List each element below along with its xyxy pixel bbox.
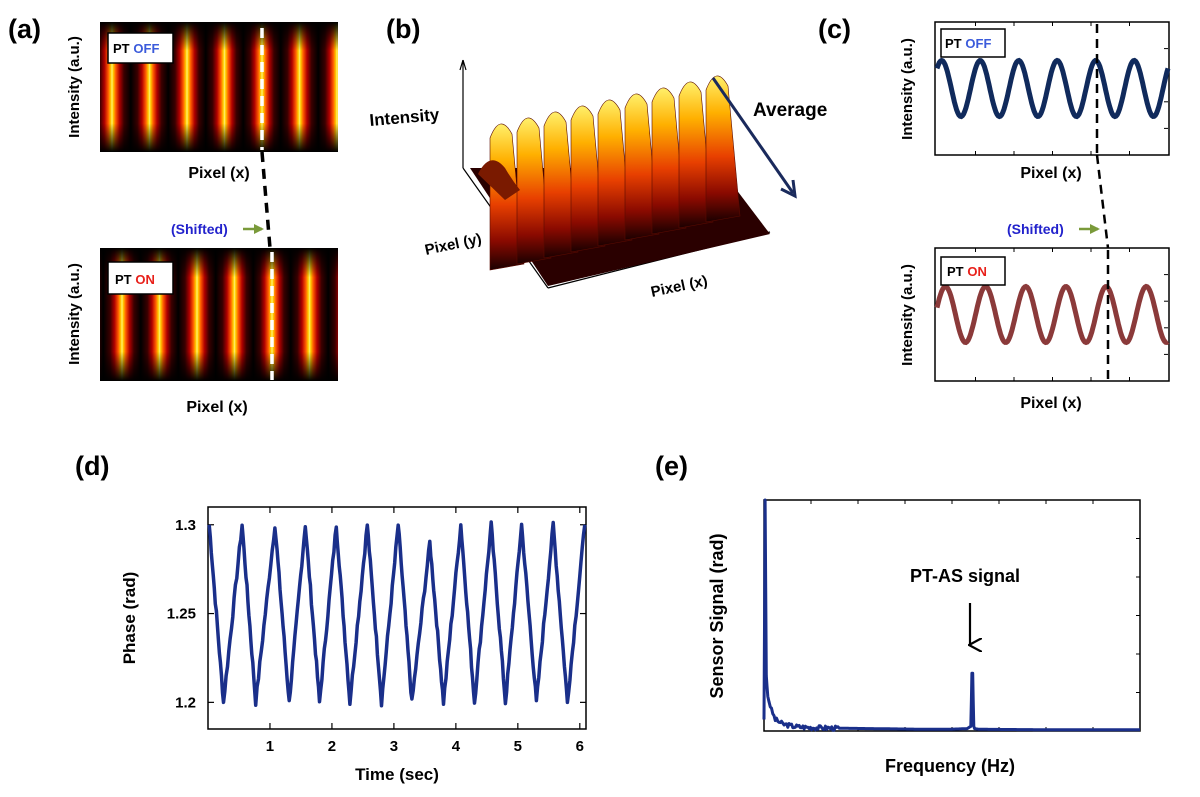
surface-ridge — [516, 117, 552, 265]
panel-a-on-image: PT ON — [100, 248, 338, 381]
phase-series-line — [207, 520, 587, 708]
pt-prefix: PT — [113, 41, 130, 56]
on-word: ON — [967, 264, 987, 279]
y-axis-label: Sensor Signal (rad) — [707, 533, 727, 698]
pt-on-curve — [934, 283, 1170, 346]
b-y-label: Pixel (y) — [423, 230, 483, 259]
plot-area — [763, 499, 1141, 732]
panel-a-ylabel-top: Intensity (a.u.) — [66, 36, 83, 138]
panel-label-c: (c) — [818, 14, 851, 44]
surface-ridge — [543, 111, 579, 259]
phase-chart: 1 2 3 4 5 6 1.2 1.25 1.3 Time (sec) Phase (rad) — [120, 506, 587, 784]
pt-prefix: PT — [945, 36, 962, 51]
pt-as-signal-annotation: PT-AS signal — [910, 566, 1020, 586]
pt-off-label-box — [107, 32, 174, 64]
on-word: ON — [135, 272, 155, 287]
x-axis-label: Frequency (Hz) — [885, 756, 1015, 776]
panel-a-xlabel-bottom: Pixel (x) — [186, 399, 247, 416]
pt-on-label-box — [107, 261, 174, 295]
panel-label-a: (a) — [8, 14, 41, 44]
panel-c-ylabel-top: Intensity (a.u.) — [899, 38, 916, 140]
panel-c-off-plot: PT OFF — [934, 21, 1171, 156]
y-tick-label: 1.2 — [175, 694, 196, 711]
surface-ridge — [624, 93, 660, 241]
black-dashed-link-a — [260, 151, 272, 249]
black-dashed-link-c — [1095, 154, 1110, 249]
y-tick-label: 1.25 — [167, 606, 196, 623]
b-x-label: Pixel (x) — [649, 272, 709, 301]
pt-prefix: PT — [947, 264, 964, 279]
surface-edge — [478, 160, 520, 200]
surface-ridge — [705, 75, 741, 223]
y-tick-label: 1.3 — [175, 517, 196, 534]
pt-prefix: PT — [115, 272, 132, 287]
x-axis-label: Time (sec) — [355, 765, 439, 784]
x-tick-label: 1 — [266, 738, 274, 755]
panel-label-d: (d) — [75, 451, 109, 481]
panel-label-e: (e) — [655, 451, 688, 481]
b-z-label: Intensity — [369, 105, 441, 130]
shifted-label-a: (Shifted) — [171, 221, 228, 237]
y-axis-label: Phase (rad) — [120, 572, 139, 665]
spectrum-series-line — [762, 498, 1141, 732]
panel-a-xlabel-top: Pixel (x) — [188, 165, 249, 182]
off-word: OFF — [965, 36, 991, 51]
x-tick-label: 3 — [390, 738, 398, 755]
spectrum-chart: PT-AS signal Frequency (Hz) Sensor Signa… — [707, 498, 1141, 776]
panel-label-b: (b) — [386, 14, 420, 44]
panel-a-ylabel-bottom: Intensity (a.u.) — [66, 263, 83, 365]
surface-ridge — [678, 81, 714, 229]
panel-c-xlabel-bottom: Pixel (x) — [1020, 395, 1081, 412]
panel-a-off-image: PT OFF — [100, 22, 338, 152]
shifted-label-c: (Shifted) — [1007, 221, 1064, 237]
x-tick-label: 6 — [576, 738, 584, 755]
surface-ridge — [597, 99, 633, 247]
pt-off-curve — [934, 57, 1171, 120]
x-tick-label: 5 — [514, 738, 522, 755]
pt-on-label-box — [940, 256, 1006, 286]
average-label: Average — [753, 100, 827, 121]
pt-off-label-box — [940, 28, 1006, 58]
surface-plot-3d — [459, 59, 771, 289]
x-tick-label: 4 — [452, 738, 461, 755]
average-arrow — [711, 77, 797, 199]
off-word: OFF — [133, 41, 159, 56]
surface-ridge — [570, 105, 606, 253]
x-tick-label: 2 — [328, 738, 336, 755]
panel-c-ylabel-bottom: Intensity (a.u.) — [899, 264, 916, 366]
surface-ridge — [651, 87, 687, 235]
panel-c-xlabel-top: Pixel (x) — [1020, 165, 1081, 182]
panel-c-on-plot: PT ON — [934, 247, 1170, 382]
